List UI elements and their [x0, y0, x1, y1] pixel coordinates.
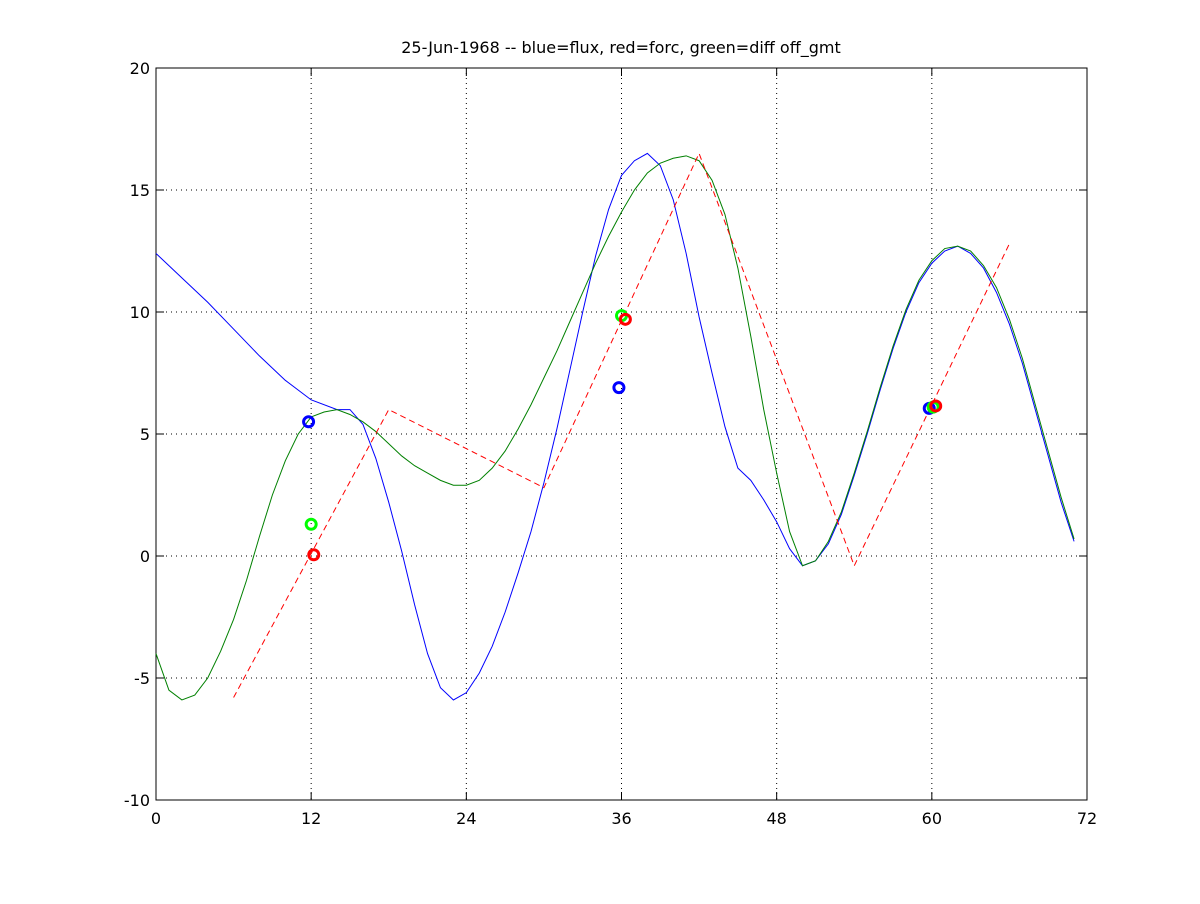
x-tick-label: 24 — [456, 809, 476, 828]
y-tick-label: 5 — [140, 425, 150, 444]
marker — [302, 415, 316, 429]
x-tick-label: 72 — [1077, 809, 1097, 828]
plot-frame — [155, 67, 1088, 801]
x-tick-label: 60 — [922, 809, 942, 828]
marker — [618, 312, 632, 326]
x-tick-label: 12 — [301, 809, 321, 828]
x-tick-label: 36 — [611, 809, 631, 828]
y-tick-label: 20 — [130, 59, 150, 78]
marker — [304, 517, 318, 531]
marker — [307, 548, 321, 562]
y-tick-label: 10 — [130, 303, 150, 322]
line — [155, 152, 1075, 701]
x-tick-label: 0 — [151, 809, 161, 828]
line — [155, 155, 1075, 701]
marker — [929, 399, 943, 413]
x-tick-label: 48 — [766, 809, 786, 828]
y-tick-label: 0 — [140, 547, 150, 566]
chart-title: 25-Jun-1968 -- blue=flux, red=forc, gree… — [401, 38, 841, 58]
y-tick-label: -5 — [134, 669, 150, 688]
y-tick-label: -10 — [124, 791, 150, 810]
y-tick-label: 15 — [130, 181, 150, 200]
marker — [612, 381, 626, 395]
